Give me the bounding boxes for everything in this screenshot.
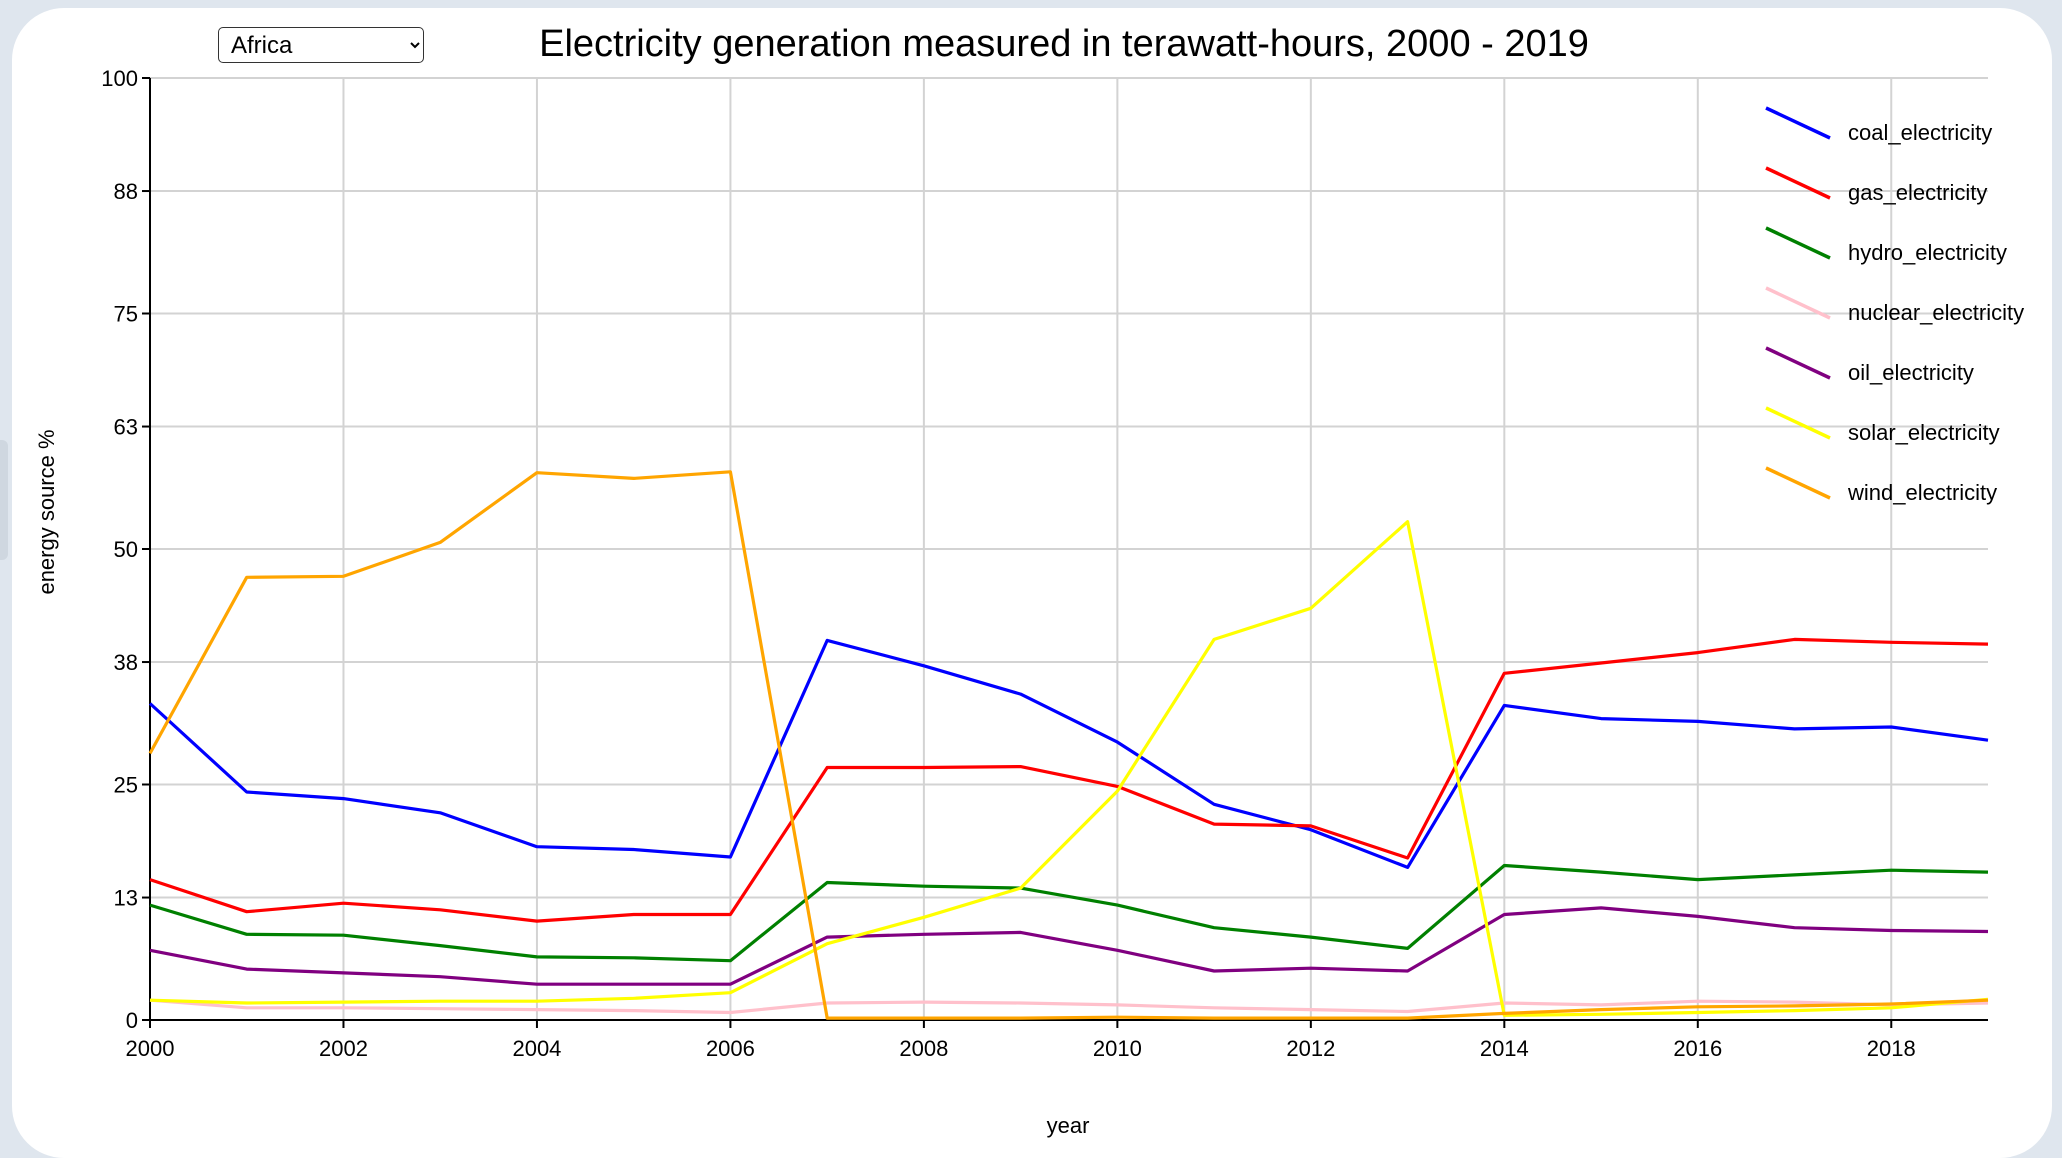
legend-swatch-solar-electricity xyxy=(1765,406,1831,440)
legend-swatch-nuclear-electricity xyxy=(1765,286,1831,320)
legend-label: solar_electricity xyxy=(1848,420,2000,445)
legend: coal_electricity gas_electricity hydro_ele… xyxy=(1765,106,2024,505)
y-tick-label: 88 xyxy=(114,179,138,204)
legend-label: coal_electricity xyxy=(1848,120,1992,145)
legend-label: hydro_electricity xyxy=(1848,240,2007,265)
y-tick-label: 50 xyxy=(114,537,138,562)
y-tick-label: 38 xyxy=(114,650,138,675)
legend-swatch-coal-electricity xyxy=(1765,106,1831,140)
y-tick-label: 13 xyxy=(114,886,138,911)
series-line-hydro-electricity xyxy=(149,863,1989,963)
legend-label: oil_electricity xyxy=(1848,360,1974,385)
y-tick-label: 25 xyxy=(114,773,138,798)
region-select[interactable]: Africa xyxy=(218,27,424,63)
legend-label: nuclear_electricity xyxy=(1848,300,2024,325)
x-tick-label: 2016 xyxy=(1673,1036,1722,1061)
series-line-coal-electricity xyxy=(148,638,1989,870)
x-tick-label: 2012 xyxy=(1286,1036,1335,1061)
x-tick-label: 2002 xyxy=(319,1036,368,1061)
legend-swatch-wind-electricity xyxy=(1765,466,1831,500)
y-axis-label: energy source % xyxy=(34,429,59,594)
x-tick-label: 2010 xyxy=(1093,1036,1142,1061)
legend-label: gas_electricity xyxy=(1848,180,1987,205)
x-tick-label: 2000 xyxy=(126,1036,175,1061)
y-tick-label: 75 xyxy=(114,302,138,327)
series-line-nuclear-electricity xyxy=(149,998,1989,1015)
x-tick-label: 2018 xyxy=(1867,1036,1916,1061)
side-panel-edge xyxy=(0,440,8,560)
y-tick-label: 63 xyxy=(114,415,138,440)
x-axis-label: year xyxy=(1047,1113,1090,1138)
chart-card xyxy=(12,8,2052,1158)
x-tick-label: 2006 xyxy=(706,1036,755,1061)
legend-swatch-oil-electricity xyxy=(1765,346,1831,380)
legend-swatch-hydro-electricity xyxy=(1765,226,1831,260)
series-line-solar-electricity xyxy=(149,520,1989,1017)
axes: 0 13 25 38 50 63 75 88 100 2000 2002 2004 2006 2008 20… xyxy=(101,66,1988,1061)
x-tick-label: 2008 xyxy=(899,1036,948,1061)
y-tick-label: 100 xyxy=(101,66,138,91)
chart-title: Electricity generation measured in teraw… xyxy=(539,23,1589,65)
legend-swatch-gas-electricity xyxy=(1765,166,1831,200)
series-line-wind-electricity xyxy=(148,470,1989,1020)
x-tick-label: 2014 xyxy=(1480,1036,1529,1061)
series-lines xyxy=(148,470,1989,1020)
legend-label: wind_electricity xyxy=(1847,480,1997,505)
y-tick-label: 0 xyxy=(126,1008,138,1033)
series-line-gas-electricity xyxy=(149,637,1989,923)
x-tick-label: 2004 xyxy=(512,1036,561,1061)
series-line-oil-electricity xyxy=(149,906,1989,986)
